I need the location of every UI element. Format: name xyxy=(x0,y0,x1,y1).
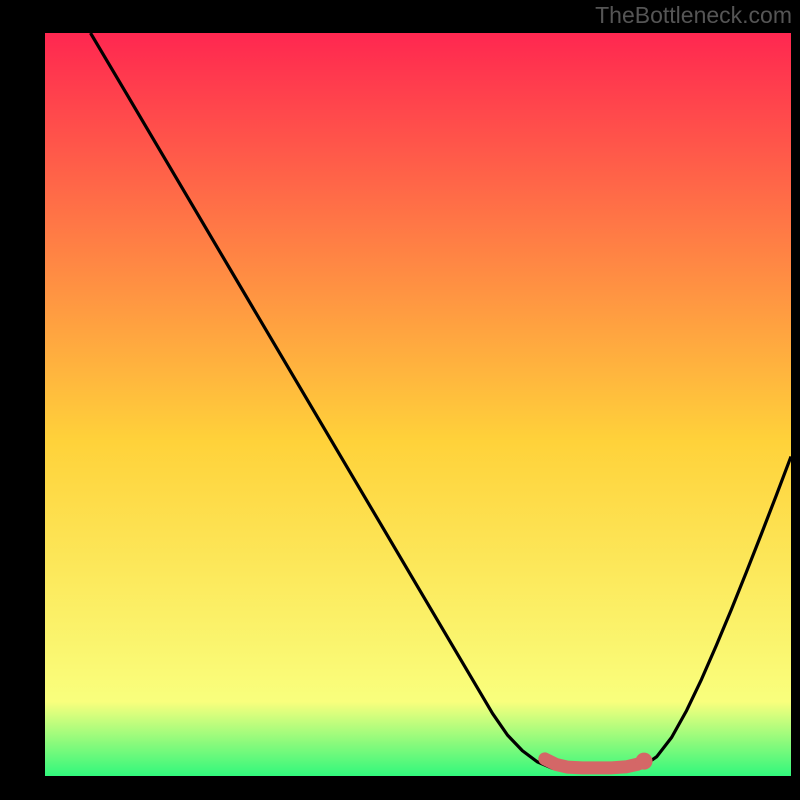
chart-container: TheBottleneck.com xyxy=(0,0,800,800)
optimal-point-marker xyxy=(636,753,653,770)
bottleneck-chart xyxy=(0,0,800,800)
watermark-label: TheBottleneck.com xyxy=(595,2,792,29)
